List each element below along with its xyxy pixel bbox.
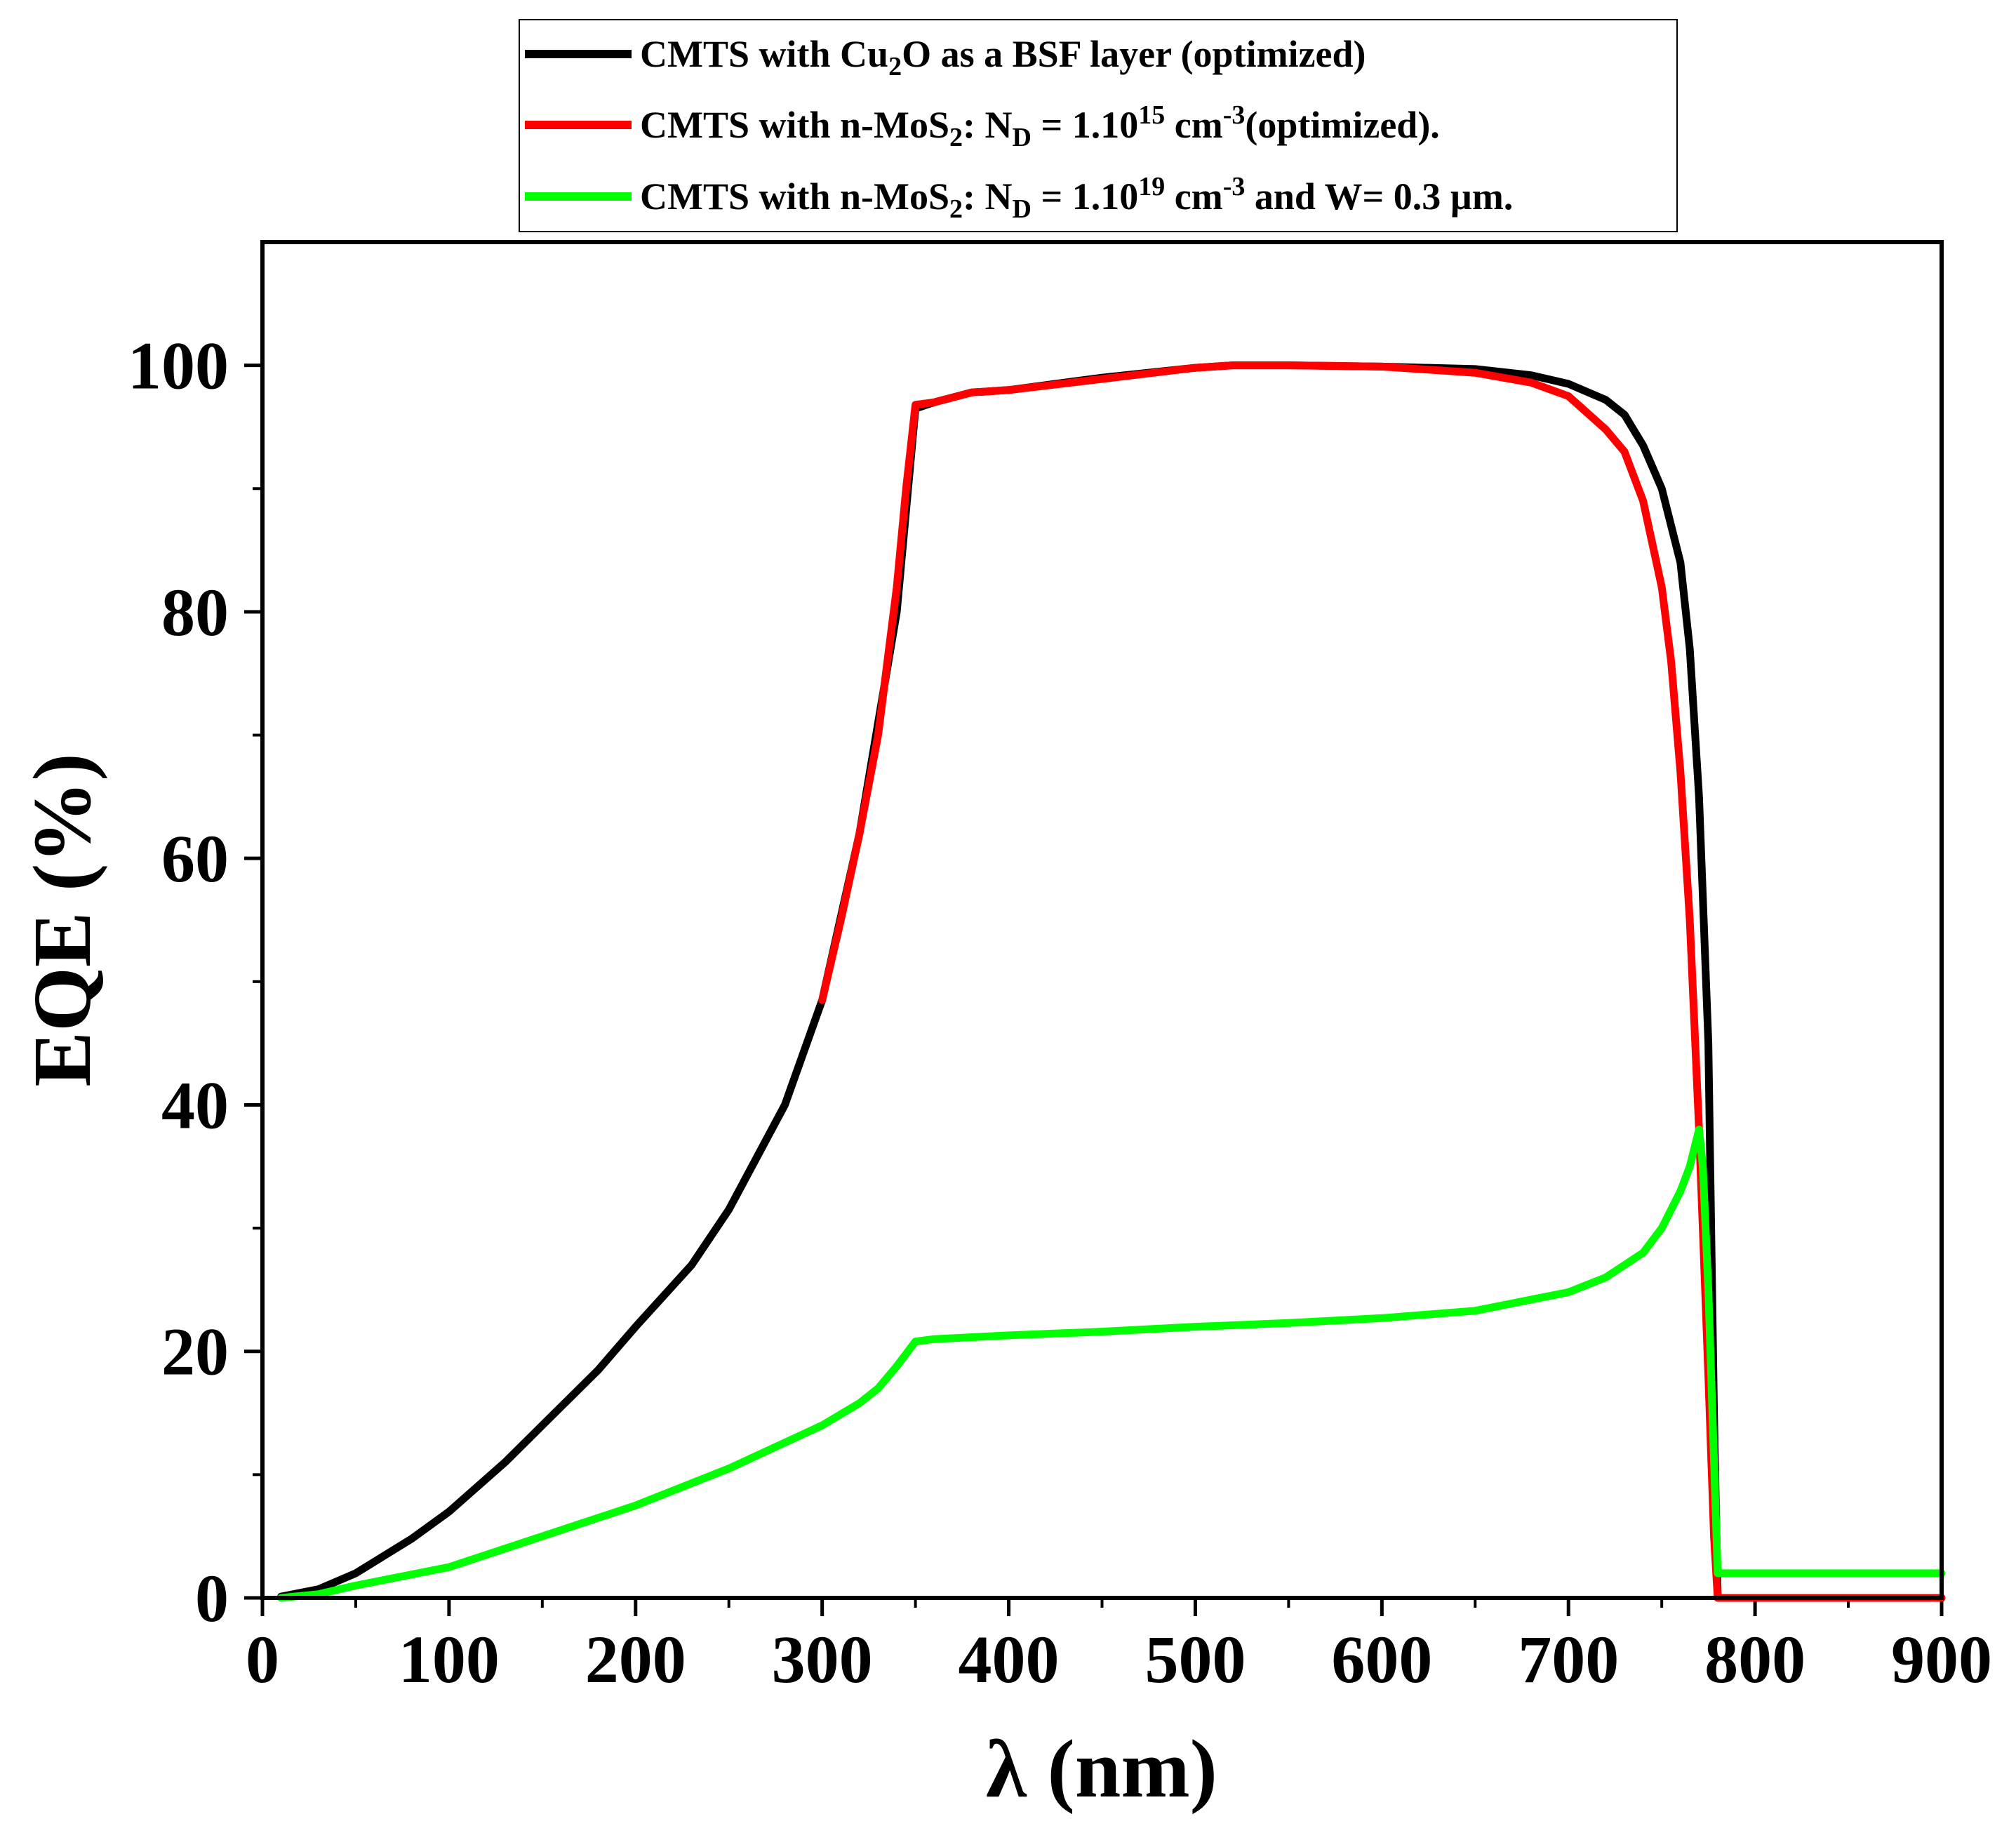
series-layer xyxy=(277,361,1946,1602)
x-axis-title: λ (nm) xyxy=(986,1723,1217,1815)
x-tick-label: 500 xyxy=(1144,1622,1246,1697)
axis-tick-labels: 0 100 200 300 400 500 600 700 800 900 0 20 40 60 80 100 xyxy=(128,328,1992,1697)
legend: CMTS with Cu2O as a BSF layer (optimized… xyxy=(519,19,1678,232)
legend-label-2: CMTS with n-MoS2: ND = 1.1015 cm-3(optim… xyxy=(640,100,1440,152)
y-tick-label: 20 xyxy=(161,1314,229,1389)
plot-frame xyxy=(260,240,1944,1600)
legend-label-1: CMTS with Cu2O as a BSF layer (optimized… xyxy=(640,33,1366,81)
axis-ticks xyxy=(244,364,1944,1616)
x-tick-label: 600 xyxy=(1331,1622,1432,1697)
x-tick-label: 700 xyxy=(1518,1622,1619,1697)
series-line-2 xyxy=(818,361,1946,1602)
x-tick-label: 900 xyxy=(1891,1622,1992,1697)
legend-box xyxy=(519,19,1678,232)
y-tick-label: 80 xyxy=(161,575,229,650)
y-tick-label: 40 xyxy=(161,1067,229,1142)
x-tick-label: 300 xyxy=(772,1622,873,1697)
y-tick-label: 60 xyxy=(161,821,229,896)
legend-label-3: CMTS with n-MoS2: ND = 1.1019 cm-3 and W… xyxy=(640,172,1513,224)
x-tick-label: 200 xyxy=(585,1622,686,1697)
y-axis-title: EQE (%) xyxy=(16,753,108,1086)
x-tick-label: 800 xyxy=(1704,1622,1805,1697)
y-tick-label: 100 xyxy=(128,328,229,404)
x-tick-label: 400 xyxy=(959,1622,1060,1697)
series-line-3 xyxy=(277,1126,1946,1602)
x-tick-label: 0 xyxy=(246,1622,279,1697)
x-tick-label: 100 xyxy=(399,1622,500,1697)
y-tick-label: 0 xyxy=(195,1561,229,1636)
